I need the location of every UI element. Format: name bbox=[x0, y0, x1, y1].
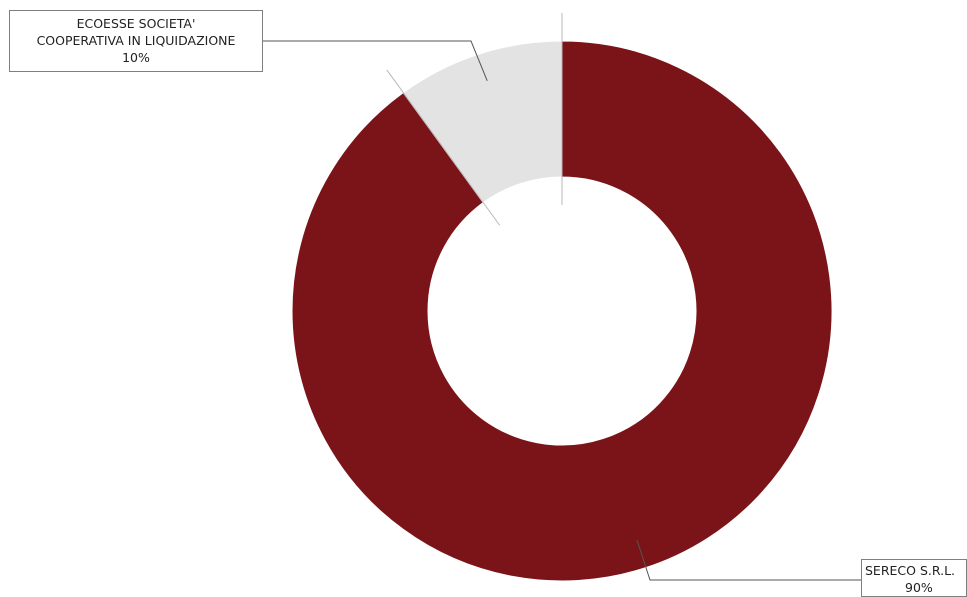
leader-line-sereco bbox=[636, 539, 861, 581]
slice-label-sereco-percent: 90% bbox=[905, 580, 933, 595]
slice-label-ecoesse-line-2: COOPERATIVA IN LIQUIDAZIONE bbox=[36, 33, 236, 48]
slice-label-sereco-name: SERECO S.R.L. bbox=[865, 563, 956, 578]
donut-slices bbox=[291, 40, 833, 582]
slice-label-ecoesse-line-1: ECOESSE SOCIETA' bbox=[76, 16, 196, 31]
slice-label-ecoesse-percent: 10% bbox=[122, 50, 150, 65]
slice-label-sereco: SERECO S.R.L. 90% bbox=[861, 559, 967, 597]
leader-lines bbox=[263, 13, 861, 581]
slice-sereco bbox=[291, 40, 833, 582]
slice-label-ecoesse: ECOESSE SOCIETA' COOPERATIVA IN LIQUIDAZ… bbox=[9, 10, 263, 72]
leader-line-ecoesse bbox=[263, 40, 488, 82]
slice-separator-1 bbox=[386, 69, 501, 226]
